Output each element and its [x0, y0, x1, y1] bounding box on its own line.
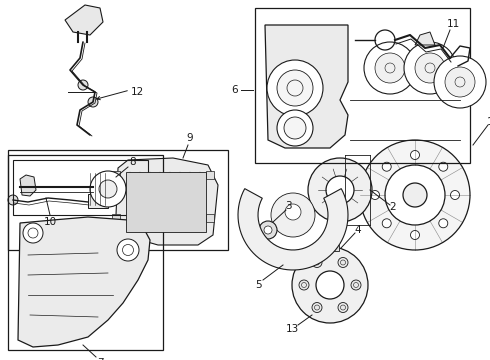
Circle shape: [385, 165, 445, 225]
Polygon shape: [238, 189, 348, 270]
Polygon shape: [18, 217, 150, 347]
Circle shape: [78, 80, 88, 90]
Circle shape: [403, 183, 427, 207]
Circle shape: [411, 150, 419, 159]
Polygon shape: [116, 158, 218, 245]
Bar: [8, 155, 163, 350]
Bar: [112, 171, 120, 179]
Circle shape: [267, 60, 323, 116]
Polygon shape: [265, 25, 348, 148]
Bar: [126, 172, 206, 232]
Text: 6: 6: [232, 85, 238, 95]
Text: 2: 2: [390, 202, 396, 212]
Text: 10: 10: [44, 217, 56, 227]
Text: 3: 3: [285, 201, 292, 211]
Circle shape: [370, 190, 379, 199]
Circle shape: [8, 195, 18, 205]
Circle shape: [308, 158, 372, 222]
Circle shape: [404, 42, 456, 94]
Bar: [206, 171, 214, 179]
Circle shape: [338, 302, 348, 312]
Circle shape: [277, 70, 313, 106]
Circle shape: [351, 280, 361, 290]
Circle shape: [312, 257, 322, 267]
Circle shape: [360, 140, 470, 250]
Circle shape: [117, 239, 139, 261]
Text: 8: 8: [130, 157, 136, 167]
Circle shape: [99, 180, 117, 198]
Circle shape: [90, 171, 126, 207]
Text: 13: 13: [285, 324, 298, 334]
Circle shape: [316, 271, 344, 299]
Text: 11: 11: [446, 19, 460, 29]
Circle shape: [299, 280, 309, 290]
Text: 9: 9: [187, 133, 194, 143]
Circle shape: [277, 110, 313, 146]
Circle shape: [434, 56, 486, 108]
Circle shape: [338, 257, 348, 267]
Circle shape: [264, 226, 272, 234]
Text: 7: 7: [97, 358, 103, 360]
Circle shape: [312, 302, 322, 312]
Circle shape: [364, 42, 416, 94]
Circle shape: [375, 53, 405, 83]
Circle shape: [415, 53, 445, 83]
Circle shape: [88, 97, 98, 107]
Bar: [112, 214, 120, 222]
Text: 4: 4: [355, 225, 361, 235]
Circle shape: [411, 230, 419, 239]
Circle shape: [316, 243, 326, 253]
Bar: [8, 150, 228, 250]
Circle shape: [23, 223, 43, 243]
Circle shape: [285, 204, 301, 220]
Text: 5: 5: [255, 280, 261, 290]
Polygon shape: [20, 175, 36, 196]
Polygon shape: [415, 32, 435, 45]
Text: 12: 12: [130, 87, 144, 97]
Bar: [88, 194, 108, 208]
Bar: [206, 214, 214, 222]
Circle shape: [382, 162, 391, 171]
Circle shape: [284, 117, 306, 139]
Text: 1: 1: [487, 117, 490, 127]
Bar: [255, 8, 470, 163]
Circle shape: [450, 190, 460, 199]
Polygon shape: [65, 5, 103, 35]
Circle shape: [445, 67, 475, 97]
Circle shape: [259, 221, 277, 239]
Circle shape: [292, 247, 368, 323]
Circle shape: [439, 219, 448, 228]
Bar: [321, 245, 339, 251]
Bar: [13, 160, 148, 215]
Circle shape: [326, 176, 354, 204]
Circle shape: [271, 193, 315, 237]
Circle shape: [382, 219, 391, 228]
Circle shape: [439, 162, 448, 171]
